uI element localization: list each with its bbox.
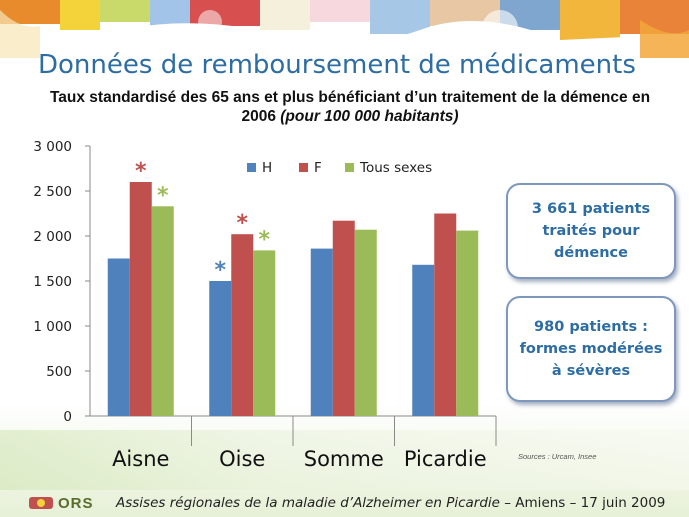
legend-swatch-tous-sexes xyxy=(345,163,354,172)
x-tick-label: Oise xyxy=(219,447,265,471)
chart-subtitle: Taux standardisé des 65 ans et plus béné… xyxy=(40,88,660,126)
y-tick-label: 0 xyxy=(63,409,72,425)
bar-oise-h xyxy=(209,281,232,416)
significance-marker: * xyxy=(236,211,248,236)
ors-logo-icon xyxy=(29,497,53,509)
callout-patients-treated: 3 661 patients traités pour démence xyxy=(506,183,676,279)
subtitle-unit: (pour 100 000 habitants) xyxy=(280,108,459,125)
y-tick-label: 2 000 xyxy=(33,229,72,245)
bar-aisne-f xyxy=(129,182,152,416)
callout-moderate-severe: 980 patients : formes modérées à sévères xyxy=(506,296,676,402)
x-tick-label: Picardie xyxy=(404,447,487,471)
y-tick-label: 500 xyxy=(46,364,72,380)
bar-somme-f xyxy=(332,220,355,416)
bar-oise-tous-sexes xyxy=(253,250,276,416)
bar-oise-f xyxy=(231,234,254,416)
bar-aisne-h xyxy=(107,258,130,416)
footer-place-date: – Amiens – 17 juin 2009 xyxy=(499,495,666,511)
x-tick-label: Somme xyxy=(304,447,384,471)
bar-picardie-f xyxy=(434,213,457,416)
significance-marker: * xyxy=(214,258,226,283)
decorative-banner xyxy=(0,0,689,58)
subtitle-main: Taux standardisé des 65 ans et plus béné… xyxy=(49,89,651,125)
y-tick-label: 1 500 xyxy=(33,274,72,290)
legend-label: Tous sexes xyxy=(359,160,432,176)
footer-text: Assises régionales de la maladie d’Alzhe… xyxy=(116,495,665,511)
significance-marker: * xyxy=(135,159,147,184)
decorative-green-strip xyxy=(0,430,689,490)
legend-label: F xyxy=(314,160,322,176)
bar-picardie-tous-sexes xyxy=(456,230,479,416)
bar-picardie-h xyxy=(412,264,435,416)
legend-swatch-h xyxy=(247,163,256,172)
bar-somme-tous-sexes xyxy=(354,229,377,416)
significance-marker: * xyxy=(157,183,169,208)
y-tick-label: 1 000 xyxy=(33,319,72,335)
footer-event-name: Assises régionales de la maladie d’Alzhe… xyxy=(116,495,500,511)
page-title: Données de remboursement de médicaments xyxy=(38,50,636,80)
sources-note: Sources : Urcam, Insee xyxy=(518,452,597,461)
x-tick-label: Aisne xyxy=(112,447,169,471)
bar-aisne-tous-sexes xyxy=(151,206,174,416)
ors-logo-text: ORS xyxy=(58,494,94,512)
y-tick-label: 3 000 xyxy=(33,139,72,155)
callout-moderate-severe-text: 980 patients : formes modérées à sévères xyxy=(519,319,663,379)
legend-swatch-f xyxy=(299,163,308,172)
y-tick-label: 2 500 xyxy=(33,184,72,200)
callout-patients-treated-text: 3 661 patients traités pour démence xyxy=(531,201,651,261)
ors-logo: ORS xyxy=(28,494,94,512)
significance-marker: * xyxy=(258,227,270,252)
legend-label: H xyxy=(262,160,272,176)
bar-somme-h xyxy=(310,248,333,416)
